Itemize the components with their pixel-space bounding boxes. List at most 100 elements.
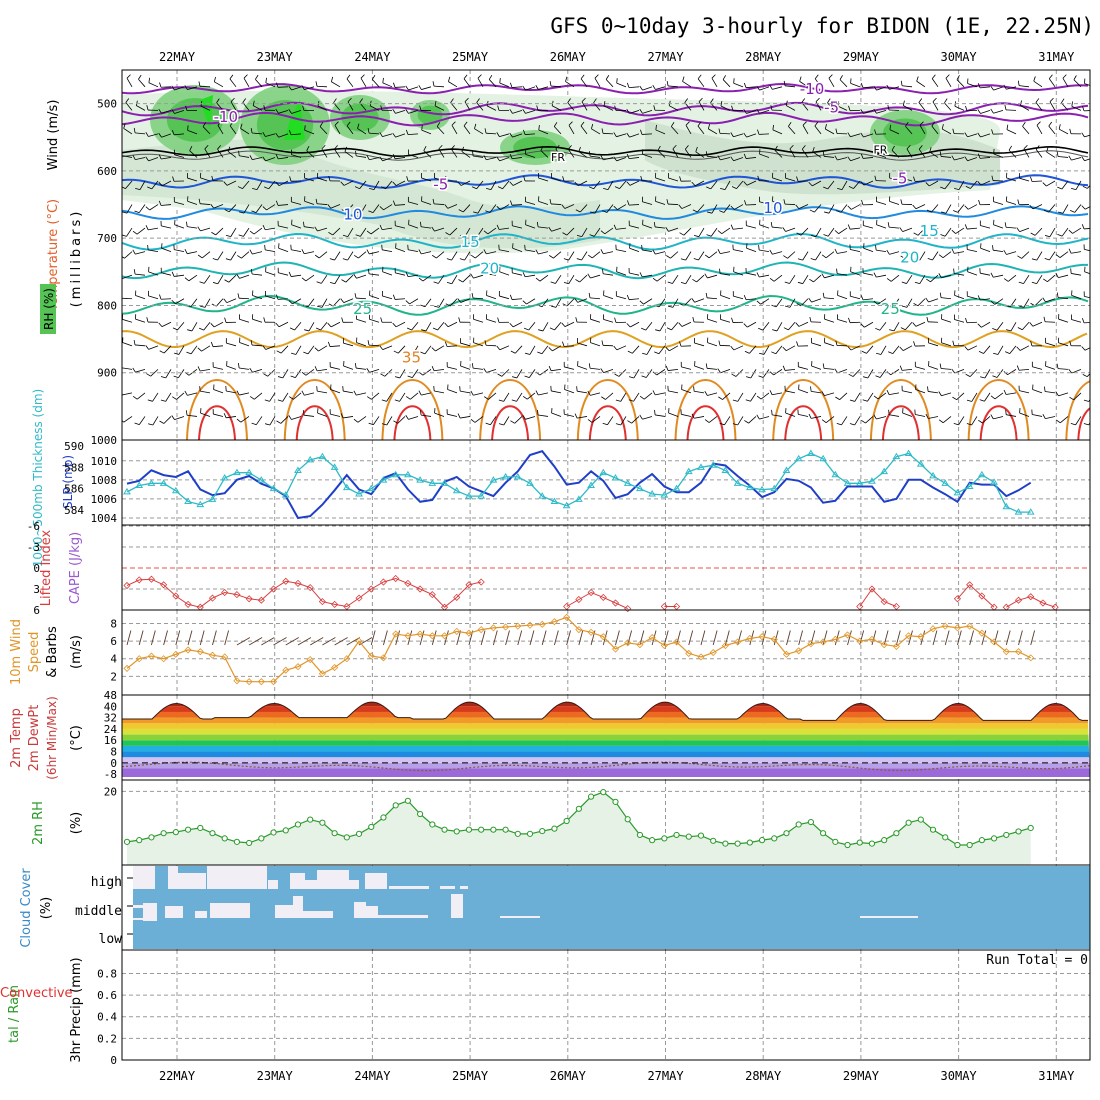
wind-barb <box>187 251 198 255</box>
isotherm-loop <box>186 379 248 440</box>
wind-barb <box>769 390 773 395</box>
wind-barb <box>509 132 513 138</box>
wind-barb <box>615 399 621 402</box>
rh-point <box>844 841 851 849</box>
wind-barb <box>654 351 660 355</box>
li-point <box>306 584 314 592</box>
wind-barb <box>607 416 614 426</box>
wind-barb <box>538 226 549 229</box>
wind-tick: 2 <box>110 670 117 683</box>
wind-barb <box>1016 346 1021 351</box>
wind-barb <box>941 368 952 370</box>
wind-barb <box>447 413 458 417</box>
wind-barb <box>161 157 172 160</box>
wind-barb <box>262 156 266 162</box>
wind-barb <box>252 295 263 300</box>
rh-point <box>710 837 717 844</box>
wind-barb <box>201 345 211 352</box>
rh-point <box>649 837 656 844</box>
isotherm-line <box>122 205 1089 220</box>
wind-barb <box>786 345 796 352</box>
wind-barb <box>201 251 211 259</box>
wind-barb <box>1017 199 1020 205</box>
wind-barb <box>602 422 608 426</box>
wind-barb <box>969 630 974 646</box>
wind-barb <box>342 258 348 261</box>
wind-barb <box>718 128 721 134</box>
cloud-cover-label: Cloud Cover <box>19 868 34 948</box>
wind-speed-point <box>184 646 192 654</box>
wind-barb <box>526 298 536 305</box>
wind-barb <box>122 155 133 158</box>
wind-barb <box>411 322 419 331</box>
wind-barb <box>382 82 393 88</box>
wind-barb <box>694 298 705 303</box>
rh-point <box>209 830 216 837</box>
wind-barb <box>133 127 136 133</box>
wind-barb <box>537 351 543 355</box>
date-label-bottom: 23MAY <box>257 1069 294 1083</box>
wind-barb <box>784 305 791 308</box>
wind-barb <box>159 82 162 88</box>
wind-speed-point <box>624 639 632 647</box>
wind-barb <box>788 126 796 135</box>
wind-barb <box>932 630 938 646</box>
wind-barb <box>1035 98 1040 103</box>
wind-barb <box>915 204 926 210</box>
wind-barb <box>343 180 354 186</box>
wind-barb <box>421 414 432 417</box>
wind-barb <box>158 181 163 187</box>
wind-barb <box>591 128 601 135</box>
wind-barb <box>873 300 878 305</box>
wind-barb <box>147 399 153 402</box>
rh-point <box>856 839 863 846</box>
wind-barb <box>162 180 172 187</box>
wind-barb <box>163 630 168 646</box>
wind-barb <box>837 319 848 323</box>
wind-barb <box>316 203 328 205</box>
wind-barb <box>399 369 406 379</box>
wind-barb <box>1046 147 1049 153</box>
wind-barb <box>707 392 718 396</box>
wind-barb <box>891 150 900 158</box>
wind-barb <box>145 345 149 350</box>
wind-barb <box>217 145 222 150</box>
wind-barb <box>642 109 653 114</box>
wind-barb <box>366 368 370 373</box>
wind-barb <box>680 258 686 261</box>
wind-barb <box>295 345 302 355</box>
wind-speed-point <box>575 626 583 634</box>
wind-barb <box>158 132 162 138</box>
wind-barb <box>1035 149 1043 158</box>
wind-barb <box>405 396 411 400</box>
wind-barb <box>243 227 250 237</box>
wind-barb <box>574 298 579 303</box>
wind-barb <box>952 340 955 346</box>
wind-barb <box>1071 273 1082 276</box>
wind-barb <box>591 123 594 129</box>
wind-barb <box>720 318 731 323</box>
rh-point <box>905 819 912 826</box>
wind-barb <box>227 146 231 152</box>
wind-barb <box>340 298 345 303</box>
wind-barb <box>548 226 552 232</box>
wind-barb <box>330 366 341 370</box>
wind-barb <box>1045 416 1056 419</box>
li-point <box>318 598 326 606</box>
panel-frame <box>121 949 1091 1061</box>
cloud-clear-block <box>460 886 468 889</box>
wind-barb <box>535 390 539 396</box>
wind-barb <box>629 272 640 276</box>
wind-barb <box>863 109 874 114</box>
wind-barb <box>982 416 991 424</box>
wind-barb <box>580 78 588 88</box>
wind-barb <box>341 317 344 323</box>
wind-barb <box>473 392 484 396</box>
wind-barb <box>775 298 783 308</box>
wind-barb <box>746 133 757 138</box>
wind-barb <box>392 322 397 328</box>
wind-barb <box>720 188 726 191</box>
isotherm-loop <box>967 379 1030 440</box>
wind-barb <box>944 102 952 111</box>
